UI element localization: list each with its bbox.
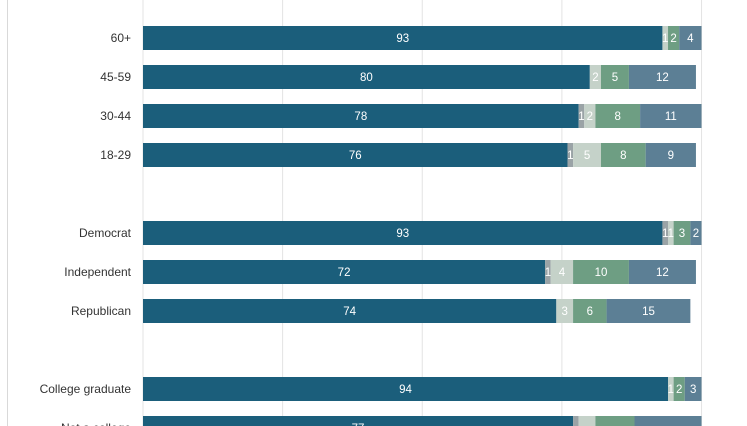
data-label: 94: [399, 384, 412, 396]
data-label: 93: [396, 228, 409, 240]
bar-segment: [143, 377, 669, 401]
data-label: 5: [584, 150, 590, 162]
category-labels: 60+ 45-59 30-44 18-29 Democrat Independent Rep…: [40, 31, 132, 426]
category-label: Republican: [71, 304, 131, 318]
data-label: 12: [656, 72, 669, 84]
data-label: 76: [349, 150, 362, 162]
bar-segment: [645, 143, 696, 167]
data-label: 78: [354, 111, 367, 123]
bar-segment: [640, 104, 702, 128]
gridlines: [142, 0, 703, 426]
bar-segment: [143, 65, 590, 89]
chart-frame-left-border: [0, 0, 7, 426]
bar-segment: [143, 221, 663, 245]
data-label: 93: [396, 33, 409, 45]
bar-segment: [606, 299, 691, 323]
bar-segment: [545, 260, 551, 284]
bar-segment: [143, 260, 546, 284]
data-label: 3: [690, 384, 696, 396]
bar-segment: [628, 65, 696, 89]
bar-segment: [567, 143, 574, 167]
bar-segment: [668, 377, 674, 401]
data-label: 10: [595, 267, 608, 279]
data-label: 2: [592, 72, 598, 84]
data-label: 11: [665, 111, 677, 123]
category-label: Independent: [64, 265, 131, 279]
data-label: 77: [352, 423, 365, 426]
category-label: 18-29: [100, 148, 131, 162]
bar-segment: [573, 260, 629, 284]
bar-segment: [673, 377, 685, 401]
data-label: 15: [642, 306, 655, 318]
bar-segment: [600, 65, 629, 89]
data-label: 1: [662, 228, 668, 240]
category-label: 60+: [111, 31, 131, 45]
bar-segment: [595, 416, 635, 426]
data-label: 2: [670, 33, 676, 45]
data-label: 8: [615, 111, 621, 123]
data-label: 2: [587, 111, 593, 123]
data-label: 72: [338, 267, 351, 279]
bar-segment: [673, 221, 691, 245]
data-label: 5: [612, 72, 618, 84]
data-label: 3: [561, 306, 567, 318]
bar-segment: [550, 260, 574, 284]
data-label: 6: [587, 306, 593, 318]
data-label: 4: [687, 33, 694, 45]
bar-segment: [690, 221, 702, 245]
data-label: 74: [343, 306, 356, 318]
category-label: Democrat: [79, 226, 132, 240]
bar-segment: [573, 143, 601, 167]
bar-segment: [573, 416, 579, 426]
bar-segment: [589, 65, 601, 89]
bar-segment: [628, 260, 696, 284]
bar-segment: [662, 221, 669, 245]
bar-segment: [668, 221, 674, 245]
bar-segment: [143, 416, 574, 426]
bar-segment: [143, 299, 557, 323]
bar-segment: [578, 104, 585, 128]
bar-segment: [668, 26, 680, 50]
data-label: 12: [656, 267, 669, 279]
data-label: 1: [545, 267, 551, 279]
bar-segment: [684, 377, 702, 401]
bar-segment: [143, 26, 663, 50]
data-label: 4: [559, 267, 566, 279]
bar-segment: [595, 104, 641, 128]
data-label: 1: [662, 33, 668, 45]
data-label: 3: [679, 228, 685, 240]
bar-segment: [662, 26, 669, 50]
data-label: 8: [620, 150, 626, 162]
data-label: 1: [578, 111, 584, 123]
bar-segment: [573, 299, 607, 323]
bar-segment: [578, 416, 596, 426]
data-label: 80: [360, 72, 373, 84]
bar-segment: [634, 416, 702, 426]
data-label: 1: [668, 384, 674, 396]
bar-segment: [143, 143, 568, 167]
bar-segment: [679, 26, 702, 50]
data-label: 1: [567, 150, 573, 162]
category-label: Not a college: [61, 421, 131, 426]
category-label: 30-44: [100, 109, 131, 123]
bar-segment: [584, 104, 596, 128]
data-label: 2: [676, 384, 682, 396]
category-label: College graduate: [40, 382, 132, 396]
bar-segment: [143, 104, 579, 128]
data-label: 2: [693, 228, 699, 240]
bar-segment: [600, 143, 646, 167]
category-label: 45-59: [100, 70, 131, 84]
data-label: 1: [668, 228, 674, 240]
bar-segment: [556, 299, 574, 323]
data-label: 9: [668, 150, 674, 162]
